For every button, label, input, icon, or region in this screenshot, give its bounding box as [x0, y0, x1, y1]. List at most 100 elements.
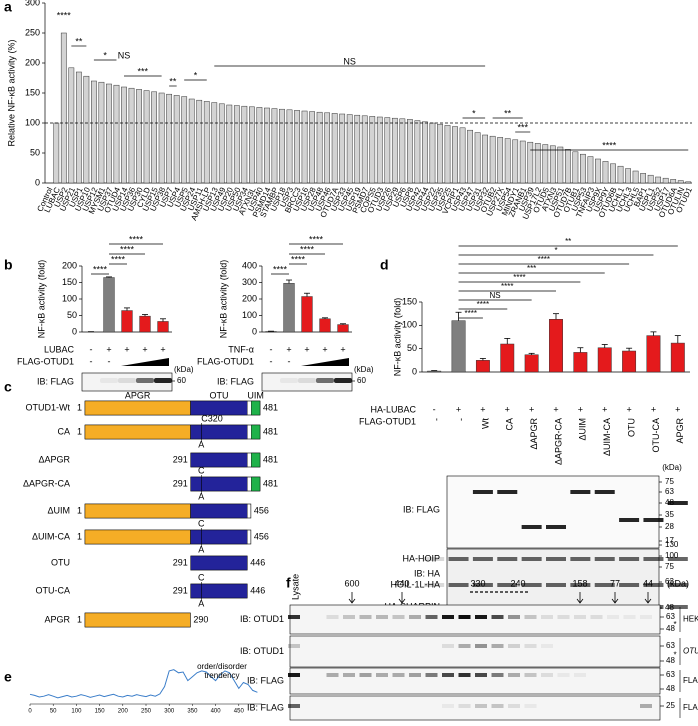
bar: [467, 129, 473, 184]
y-tick-label: 200: [62, 260, 77, 270]
arrow: [576, 592, 584, 604]
condition-sign: +: [602, 404, 607, 414]
condition-label: FLAG-OTUD1: [197, 356, 254, 366]
blot-band: [541, 673, 553, 677]
bar: [339, 113, 346, 184]
condition-label: TNF-α: [228, 344, 254, 354]
panel-label: a: [4, 0, 12, 15]
condition-sign: +: [340, 344, 345, 354]
bar: [103, 277, 115, 333]
size-standard: 44: [643, 578, 653, 588]
construct-name: ΔAPGR: [38, 454, 70, 464]
condition-sign: -: [90, 344, 93, 354]
error-bar: [601, 344, 608, 348]
condition-label: FLAG-OTUD1: [359, 416, 416, 426]
blot-marker: 17: [665, 536, 674, 545]
significance-label: **: [565, 237, 571, 246]
blot-band: [619, 583, 640, 587]
blot-marker: 48: [666, 684, 675, 693]
bar: [256, 107, 263, 184]
blot-unit: (kDa): [174, 365, 194, 374]
condition-sign: OTU-CA: [651, 418, 661, 453]
blot-band: [497, 557, 518, 561]
condition-label: LUBAC: [44, 344, 75, 354]
blot-band: [643, 518, 664, 522]
construct-start: 291: [173, 454, 188, 464]
blot-band: [524, 704, 537, 708]
blot-band: [288, 644, 300, 648]
bar: [429, 122, 436, 184]
size-standard: 77: [610, 578, 620, 588]
construct-start: 291: [173, 478, 188, 488]
arrow: [611, 592, 619, 604]
bar: [91, 80, 97, 184]
chart-title: trendency: [204, 671, 239, 680]
construct-name: ΔUIM-CA: [32, 531, 70, 541]
blot-band: [298, 378, 316, 383]
significance-label: ****: [57, 10, 72, 20]
condition-sign: -: [90, 356, 93, 366]
bar: [166, 93, 173, 184]
y-tick-label: 400: [242, 260, 257, 270]
bar: [422, 121, 428, 184]
blot: [289, 667, 661, 695]
blot-band: [619, 557, 640, 561]
y-tick-label: 300: [242, 277, 257, 287]
bar: [632, 170, 639, 184]
blot-band: [640, 704, 652, 708]
condition-sign: CA: [505, 418, 515, 431]
arrow: [398, 592, 406, 604]
arrow: [644, 592, 652, 604]
bar: [534, 143, 541, 184]
bar: [113, 84, 120, 184]
blot-band: [475, 704, 487, 708]
bar: [406, 119, 413, 184]
blot-band: [359, 615, 372, 619]
construct-end: 481: [263, 454, 278, 464]
blot-marker: 63: [666, 612, 675, 621]
significance-label: ****: [111, 254, 126, 264]
bar: [226, 104, 233, 184]
condition-sign: +: [160, 344, 165, 354]
bar: [542, 144, 549, 184]
error-bar: [528, 352, 535, 355]
condition-sign: +: [626, 404, 631, 414]
blot-label: IB: FLAG: [247, 702, 284, 712]
bar: [622, 350, 637, 373]
blot-band: [343, 673, 355, 677]
condition-sign: -: [270, 344, 273, 354]
blot-marker: 63: [666, 641, 675, 650]
blot-band: [557, 673, 570, 677]
blot-band: [424, 583, 445, 587]
blot-marker: 130: [665, 540, 679, 549]
significance-label: ***: [517, 122, 528, 132]
blot-band: [590, 615, 603, 619]
significance-label: **: [504, 108, 512, 118]
blot-band: [288, 615, 300, 619]
bar: [527, 141, 534, 184]
x-tick-label: 250: [141, 709, 152, 715]
x-tick-label: 450: [234, 709, 245, 715]
panel-label: f: [286, 575, 291, 591]
bar: [685, 181, 692, 184]
bar: [677, 180, 684, 184]
mutation-from: C: [198, 572, 205, 582]
bar: [549, 319, 563, 373]
bar: [143, 90, 150, 184]
x-tick-label: 200: [118, 709, 129, 715]
condition-sign: +: [142, 344, 147, 354]
bar: [572, 151, 579, 184]
y-tick-label: 200: [25, 57, 40, 67]
domain-segment: [190, 555, 248, 571]
blot: [261, 372, 353, 392]
bar: [286, 109, 293, 184]
blot-band: [524, 673, 537, 677]
bar: [181, 96, 188, 184]
unit-label: (kDa): [667, 578, 689, 588]
significance-label: ****: [309, 234, 324, 244]
significance-label: ****: [538, 255, 550, 264]
sample-label: HEK293T: [683, 615, 698, 624]
significance-label: ***: [527, 264, 536, 273]
blot-label: IB: FLAG: [37, 376, 74, 386]
